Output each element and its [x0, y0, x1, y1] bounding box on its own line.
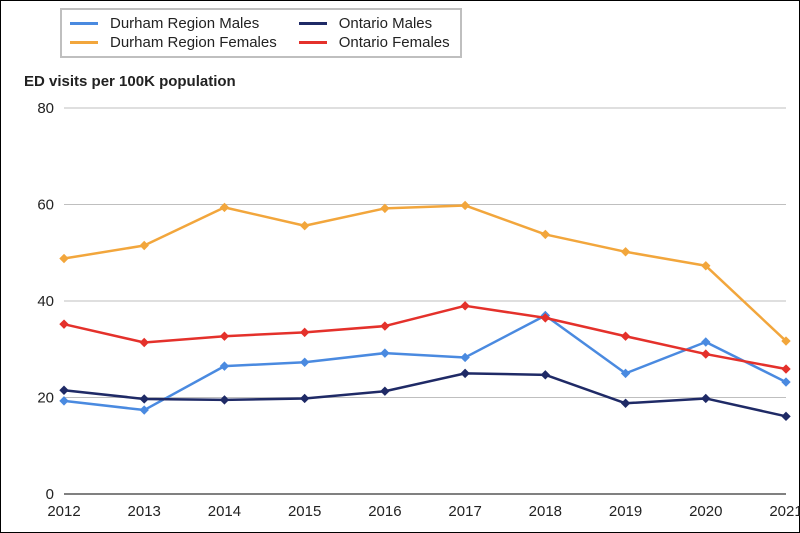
line-chart: 020406080ED visits per 100K population20… — [0, 0, 800, 533]
x-tick-label: 2013 — [128, 503, 161, 520]
x-tick-label: 2015 — [288, 503, 321, 520]
legend-item: Ontario Females — [299, 33, 450, 52]
legend-label: Durham Region Females — [110, 34, 277, 51]
legend-swatch — [299, 41, 327, 44]
x-tick-label: 2020 — [689, 503, 722, 520]
y-tick-label: 60 — [37, 197, 54, 214]
legend-swatch — [70, 41, 98, 44]
legend-swatch — [299, 22, 327, 25]
x-tick-label: 2021 — [769, 503, 800, 520]
x-tick-label: 2019 — [609, 503, 642, 520]
legend-item: Durham Region Males — [70, 14, 277, 33]
legend-label: Ontario Males — [339, 15, 432, 32]
y-tick-label: 0 — [46, 486, 54, 503]
legend-item: Ontario Males — [299, 14, 450, 33]
legend-item: Durham Region Females — [70, 33, 277, 52]
legend-label: Durham Region Males — [110, 15, 259, 32]
x-tick-label: 2014 — [208, 503, 241, 520]
x-tick-label: 2016 — [368, 503, 401, 520]
y-tick-label: 40 — [37, 293, 54, 310]
x-tick-label: 2012 — [47, 503, 80, 520]
legend-swatch — [70, 22, 98, 25]
legend-label: Ontario Females — [339, 34, 450, 51]
chart-svg: 020406080ED visits per 100K population20… — [0, 0, 800, 533]
y-tick-label: 20 — [37, 390, 54, 407]
x-tick-label: 2018 — [529, 503, 562, 520]
x-tick-label: 2017 — [448, 503, 481, 520]
y-tick-label: 80 — [37, 100, 54, 117]
legend: Durham Region Males Ontario Males Durham R… — [60, 8, 560, 78]
